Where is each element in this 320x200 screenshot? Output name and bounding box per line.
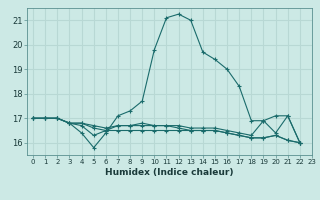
X-axis label: Humidex (Indice chaleur): Humidex (Indice chaleur): [105, 168, 234, 177]
